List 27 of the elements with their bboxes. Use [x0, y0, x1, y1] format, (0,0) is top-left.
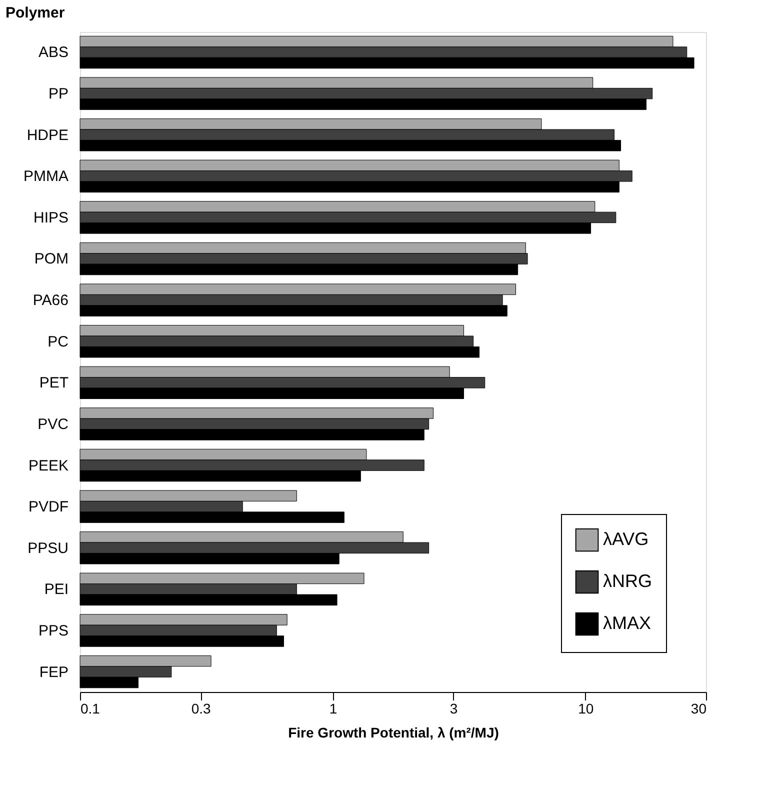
x-tick-label: 10 — [578, 700, 594, 716]
y-tick-label: FEP — [39, 664, 68, 681]
y-tick-label: POM — [34, 250, 68, 268]
legend-label: λAVG — [603, 529, 649, 549]
y-tick-label: PEEK — [28, 457, 68, 474]
x-tick-label: 3 — [450, 700, 458, 716]
y-tick-label: PVDF — [28, 498, 68, 516]
legend-label: λMAX — [603, 613, 652, 633]
y-tick-label: HDPE — [26, 126, 68, 144]
legend-label: λNRG — [603, 571, 652, 591]
y-tick-label: PPS — [38, 622, 68, 640]
x-tick-label: 30 — [690, 700, 707, 716]
y-tick-label: PVC — [38, 416, 69, 433]
y-axis-title: Polymer — [6, 4, 65, 22]
y-tick-label: PMMA — [24, 168, 68, 186]
y-tick-label: PP — [48, 86, 68, 103]
y-tick-label: PPSU — [28, 540, 68, 557]
x-axis-title: Fire Growth Potential, λ (m²/MJ) — [288, 724, 499, 740]
x-tick-label: 0.1 — [80, 700, 100, 716]
y-tick-label: ABS — [38, 44, 68, 62]
y-tick-label: PA66 — [32, 292, 68, 310]
y-tick-label: PET — [39, 374, 68, 392]
y-tick-label: PC — [48, 333, 69, 350]
x-tick-label: 1 — [329, 700, 338, 716]
x-tick-label: 0.3 — [191, 700, 212, 716]
y-tick-label: PEI — [44, 581, 68, 598]
y-tick-label: HIPS — [33, 209, 68, 226]
